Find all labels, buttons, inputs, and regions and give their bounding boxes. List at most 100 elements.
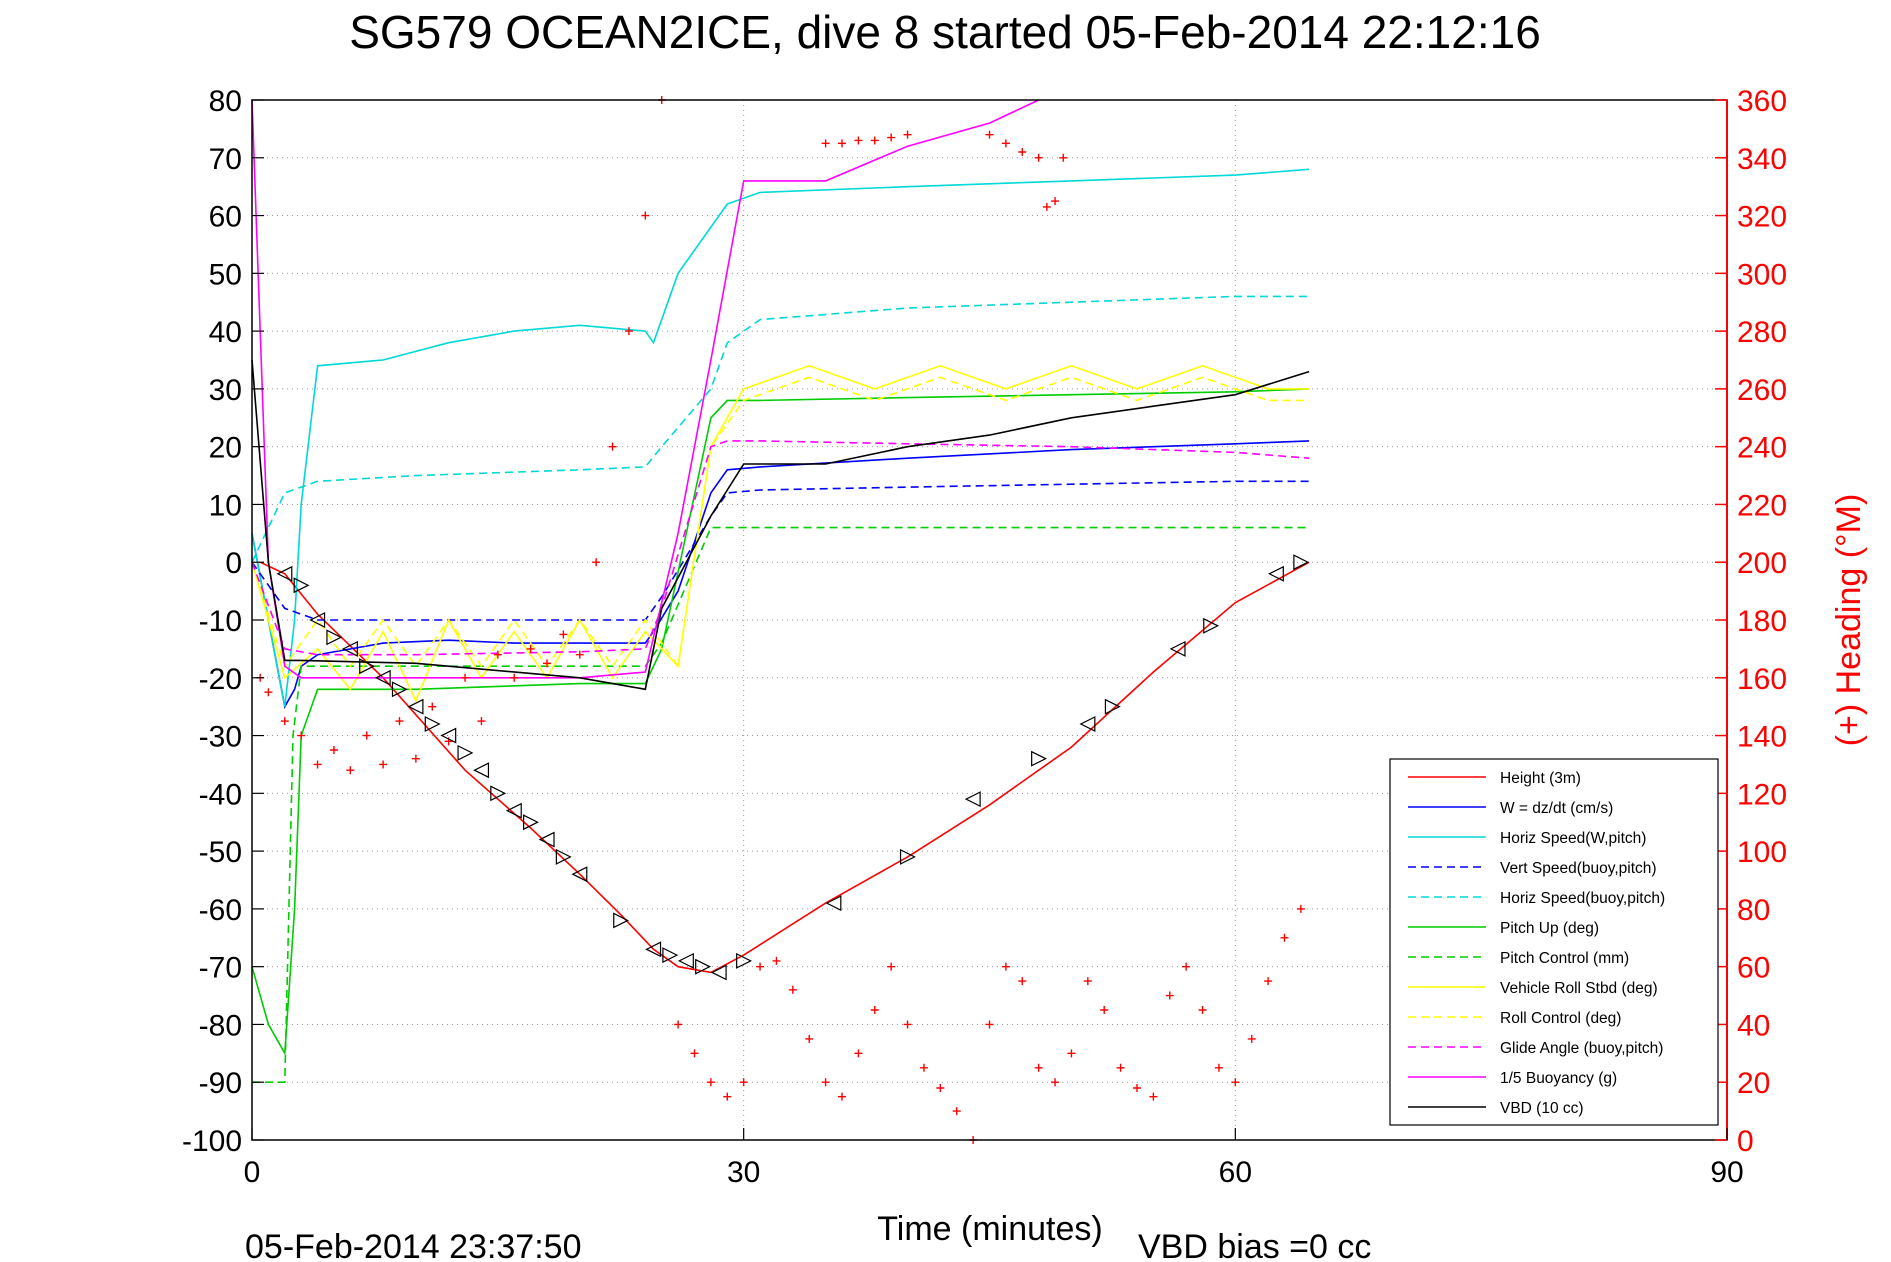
- depth-marker-31: [1104, 698, 1121, 715]
- heading-point-60: [1231, 1078, 1240, 1087]
- heading-point-8: [379, 760, 388, 769]
- heading-point-6: [346, 766, 355, 775]
- heading-point-22: [608, 442, 617, 451]
- depth-marker-29: [1031, 750, 1048, 767]
- depth-marker-26: [825, 895, 842, 912]
- series-line-6: [252, 526, 1310, 1083]
- depth-marker-3: [326, 629, 343, 646]
- y-tick-label-7: 10: [209, 489, 242, 522]
- depth-marker-28: [964, 791, 981, 808]
- heading-point-4: [313, 760, 322, 769]
- heading-point-29: [723, 1092, 732, 1101]
- depth-marker-17: [555, 848, 572, 865]
- grid: [252, 100, 1727, 1140]
- heading-point-16: [510, 673, 519, 682]
- heading-point-35: [821, 1078, 830, 1087]
- heading-top-point-4: [887, 133, 896, 142]
- heading-point-5: [329, 746, 338, 754]
- heading-point-50: [1067, 1049, 1076, 1058]
- heading-point-62: [1264, 977, 1273, 986]
- heading-point-24: [641, 211, 650, 220]
- y-tick-label-16: -80: [199, 1009, 242, 1042]
- y2-tick-label-0: 360: [1737, 85, 1787, 118]
- heading-point-13: [461, 673, 470, 682]
- series-line-1: [251, 440, 1310, 710]
- heading-point-42: [936, 1084, 945, 1092]
- y2-tick-label-3: 300: [1737, 258, 1787, 291]
- heading-top-point-2: [854, 136, 863, 145]
- depth-marker-19: [613, 912, 630, 929]
- y-left-axis: 80 70 60 50 40 30 20 10 0 -10 -20 -30 -40 -50 -60 -70 -8…: [182, 85, 264, 1158]
- depth-marker-1: [293, 577, 310, 594]
- heading-point-54: [1133, 1084, 1141, 1092]
- heading-point-47: [1018, 977, 1027, 986]
- depth-marker-18: [571, 866, 588, 883]
- heading-point-48: [1034, 1063, 1043, 1072]
- series-line-5: [251, 388, 1310, 1057]
- heading-point-3: [297, 731, 306, 740]
- depth-marker-35: [1293, 554, 1310, 571]
- depth-marker-0: [276, 565, 293, 582]
- legend-label-3: Vert Speed(buoy,pitch): [1500, 860, 1657, 877]
- depth-marker-20: [645, 941, 662, 958]
- heading-top-point-6: [985, 130, 994, 139]
- x-tick-label-2: 60: [1219, 1156, 1252, 1189]
- heading-point-17: [526, 644, 535, 653]
- depth-marker-13: [490, 785, 507, 802]
- depth-marker-2: [309, 612, 326, 628]
- heading-top-point-3: [870, 136, 879, 145]
- y2-tick-label-7: 220: [1737, 489, 1787, 522]
- heading-point-57: [1182, 962, 1191, 971]
- depth-marker-16: [538, 831, 555, 848]
- depth-markers: [276, 554, 1310, 981]
- y2-tick-label-11: 140: [1737, 721, 1787, 754]
- heading-point-19: [559, 630, 568, 639]
- x-tick-label-1: 30: [727, 1156, 760, 1189]
- heading-points: [256, 96, 1305, 1144]
- heading-top-point-0: [821, 139, 830, 148]
- depth-marker-32: [1169, 640, 1186, 657]
- y-tick-label-8: 0: [225, 547, 242, 580]
- heading-point-36: [838, 1092, 846, 1101]
- y-tick-label-11: -30: [199, 721, 242, 754]
- legend-label-1: W = dz/dt (cm/s): [1500, 800, 1613, 817]
- depth-marker-27: [899, 848, 916, 865]
- heading-top-point-11: [1051, 197, 1060, 206]
- depth-marker-24: [710, 964, 727, 981]
- series-line-2: [251, 168, 1310, 707]
- heading-top-point-10: [1042, 202, 1051, 211]
- y2-tick-label-12: 120: [1737, 778, 1787, 811]
- heading-top-point-7: [1001, 139, 1010, 148]
- y-tick-label-2: 60: [209, 201, 242, 234]
- y2-tick-label-9: 180: [1737, 605, 1787, 638]
- y-tick-label-12: -40: [199, 778, 242, 811]
- depth-marker-33: [1203, 617, 1220, 634]
- depth-marker-25: [736, 952, 753, 969]
- heading-point-11: [428, 702, 437, 711]
- y2-tick-label-13: 100: [1737, 836, 1787, 869]
- series-line-4: [251, 295, 1310, 563]
- heading-top-point-5: [903, 130, 912, 139]
- depth-marker-34: [1267, 565, 1284, 582]
- heading-point-34: [805, 1034, 814, 1043]
- chart-title: SG579 OCEAN2ICE, dive 8 started 05-Feb-2…: [349, 6, 1541, 58]
- legend: Height (3m) W = dz/dt (cm/s) Horiz Speed(W…: [1389, 758, 1719, 1126]
- footer-date: 05-Feb-2014 23:37:50: [245, 1228, 581, 1262]
- heading-point-51: [1083, 977, 1092, 986]
- y-tick-label-0: 80: [209, 85, 242, 118]
- heading-point-10: [411, 754, 420, 763]
- y2-tick-label-16: 40: [1737, 1009, 1770, 1042]
- series-line-11: [251, 359, 1310, 691]
- heading-point-58: [1198, 1006, 1207, 1014]
- heading-point-20: [575, 650, 584, 659]
- heading-point-28: [706, 1078, 715, 1087]
- legend-label-11: VBD (10 cc): [1500, 1100, 1584, 1117]
- y2-tick-label-5: 260: [1737, 374, 1787, 407]
- y-tick-label-17: -90: [199, 1067, 242, 1100]
- y2-tick-label-2: 320: [1737, 201, 1787, 234]
- y2-tick-label-4: 280: [1737, 316, 1787, 349]
- heading-point-45: [985, 1020, 994, 1029]
- depth-marker-8: [407, 698, 424, 715]
- y-tick-label-6: 20: [209, 432, 242, 465]
